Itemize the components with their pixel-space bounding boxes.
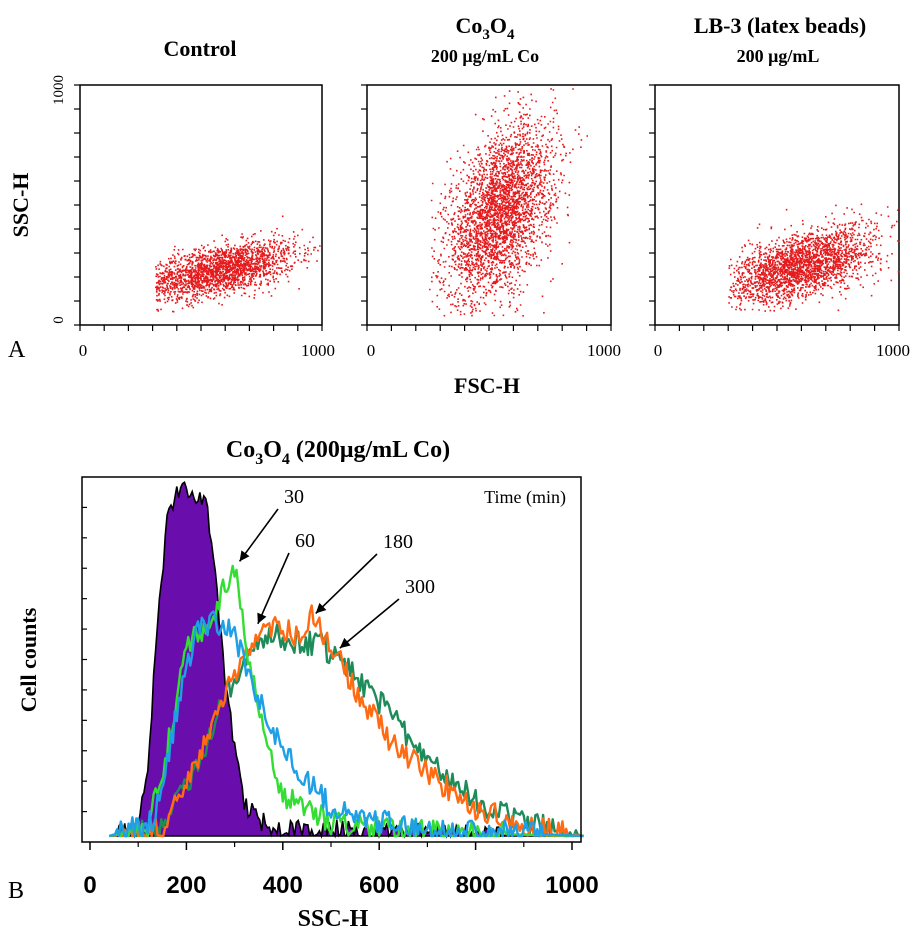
- scatter-panel-control: Control SSC-H 1000 0 0 1000: [8, 36, 335, 360]
- scatter-dot-cloud: [728, 203, 900, 312]
- scatter-subtitle-latex-beads: 200 μg/mL: [737, 46, 820, 66]
- annotation-label-60: 60: [295, 530, 315, 552]
- annotation-label-300: 300: [405, 576, 435, 598]
- annotation-label-30: 30: [284, 486, 304, 508]
- annotation-arrowhead-60: [257, 612, 267, 624]
- x-tick-label: 600: [359, 872, 399, 899]
- x-tick-label: 400: [263, 872, 303, 899]
- scatter-ytick-min: 0: [51, 316, 67, 324]
- annotation-arrow-180: [315, 553, 378, 614]
- scatter-axis-ticks-control: [74, 84, 323, 331]
- histogram-title: Co3O4 (200μg/mL Co): [226, 437, 450, 468]
- scatter-axis-ticks-co3o4: [361, 84, 612, 331]
- scatter-xtick-min-control: 0: [79, 341, 88, 360]
- histogram-annotations: 30 60 180 300: [238, 486, 435, 649]
- x-tick-label: 1000: [545, 872, 598, 899]
- histogram-series-control: [109, 481, 584, 840]
- annotation-label-180: 180: [383, 531, 413, 553]
- histogram-x-ticks: 0 200 400 600 800 1000: [82, 506, 599, 899]
- scatter-subtitle-co3o4: 200 μg/mL Co: [431, 46, 539, 66]
- scatter-xtick-min-co3o4: 0: [367, 341, 376, 360]
- histogram-plot-area: [108, 481, 584, 840]
- scatter-dot-cloud: [429, 88, 588, 317]
- annotation-arrow-60: [257, 552, 290, 625]
- scatter-xtick-max-co3o4: 1000: [587, 341, 621, 360]
- histogram-panel: Co3O4 (200μg/mL Co) Cell counts Time (mi…: [16, 437, 599, 932]
- scatter-xlabel: FSC-H: [454, 373, 520, 398]
- annotation-arrowhead-300: [339, 637, 351, 649]
- scatter-dot-cloud: [155, 215, 321, 313]
- scatter-ylabel: SSC-H: [8, 173, 33, 238]
- scatter-title-latex-beads: LB-3 (latex beads): [694, 13, 866, 38]
- scatter-frame-co3o4: [366, 84, 612, 326]
- scatter-points-co3o4: [429, 88, 588, 317]
- scatter-xtick-max-latex-beads: 1000: [876, 341, 910, 360]
- panel-label-a: A: [8, 337, 26, 363]
- annotation-arrowhead-180: [315, 602, 327, 614]
- histogram-series-60: [108, 610, 584, 838]
- x-tick-label: 800: [456, 872, 496, 899]
- histogram-xlabel: SSC-H: [298, 906, 369, 932]
- scatter-xtick-max-control: 1000: [301, 341, 335, 360]
- panel-label-b: B: [8, 878, 24, 904]
- scatter-axis-ticks-latex-beads: [649, 84, 900, 331]
- scatter-title-control: Control: [164, 36, 237, 61]
- scatter-panel-co3o4: Co3O4 200 μg/mL Co 0 1000 FSC-H: [361, 13, 621, 398]
- scatter-xtick-min-latex-beads: 0: [654, 341, 663, 360]
- annotation-arrow-300: [339, 598, 400, 649]
- scatter-title-co3o4: Co3O4: [455, 13, 515, 43]
- scatter-points-control: [155, 215, 321, 313]
- annotation-arrow-30: [238, 508, 279, 562]
- x-tick-label: 200: [166, 872, 206, 899]
- scatter-panel-latex-beads: LB-3 (latex beads) 200 μg/mL 0 1000: [649, 13, 910, 360]
- x-tick-label: 0: [83, 872, 96, 899]
- scatter-ytick-max: 1000: [51, 75, 67, 105]
- legend-title: Time (min): [484, 487, 566, 508]
- histogram-series-30: [109, 564, 584, 838]
- histogram-ylabel: Cell counts: [16, 607, 41, 712]
- scatter-points-latex-beads: [728, 203, 900, 312]
- annotation-arrowhead-30: [239, 550, 250, 562]
